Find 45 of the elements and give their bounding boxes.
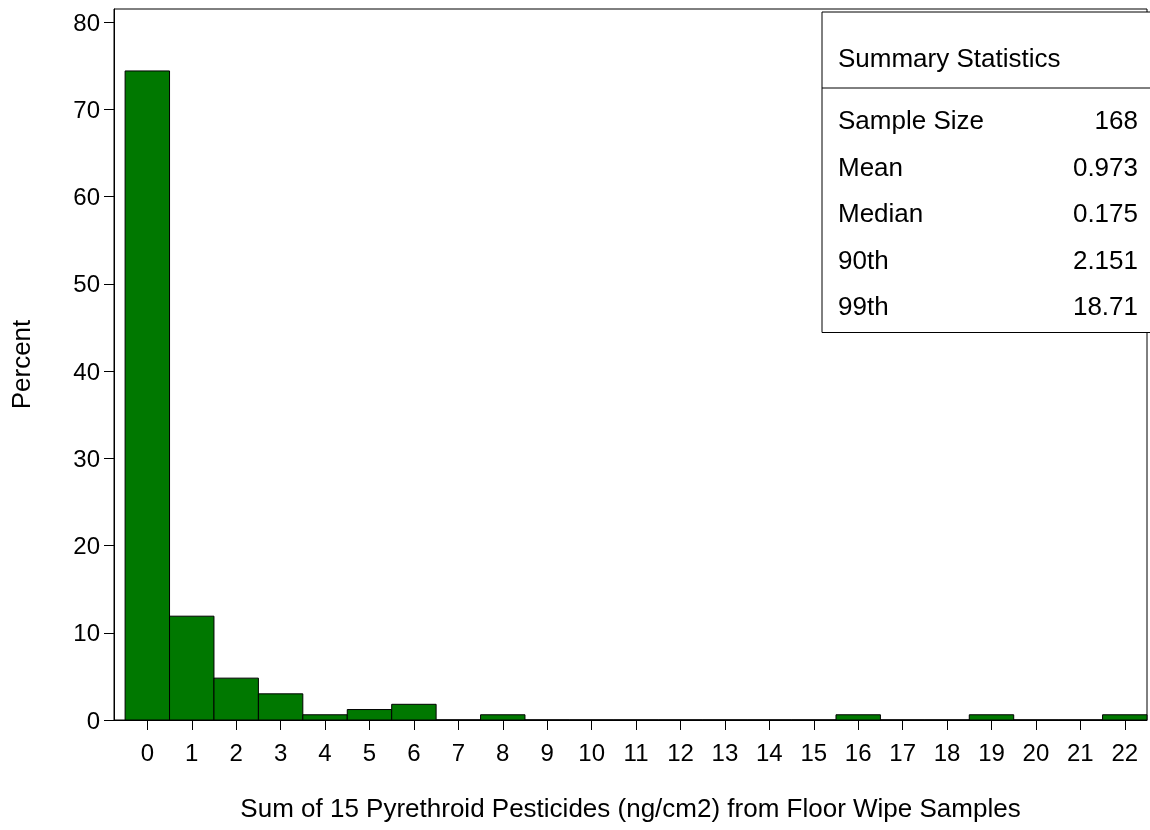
y-tick-label: 30 bbox=[73, 444, 100, 472]
annotation: 168 bbox=[1094, 105, 1138, 135]
x-tick-label: 9 bbox=[540, 738, 554, 766]
x-tick-label: 11 bbox=[623, 738, 649, 766]
y-tick-label: 20 bbox=[73, 532, 100, 560]
x-tick-label: 16 bbox=[844, 738, 872, 766]
y-tick-label: 40 bbox=[73, 357, 100, 385]
x-tick-label: 19 bbox=[978, 738, 1005, 766]
x-tick-label: 3 bbox=[273, 738, 288, 766]
x-tick-label: 18 bbox=[933, 738, 961, 766]
x-tick-label: 22 bbox=[1111, 738, 1139, 766]
x-tick-label: 5 bbox=[362, 738, 377, 766]
x-tick-label: 17 bbox=[889, 738, 916, 766]
x-tick-label: 15 bbox=[800, 738, 828, 766]
y-tick-label: 50 bbox=[73, 270, 100, 298]
annotation: 99th bbox=[838, 291, 889, 321]
y-tick-label: 70 bbox=[73, 95, 100, 123]
x-tick-label: 0 bbox=[140, 738, 154, 766]
x-tick-label: 13 bbox=[711, 738, 739, 766]
x-tick-label: 21 bbox=[1067, 738, 1094, 766]
annotation: Mean bbox=[838, 151, 904, 182]
annotation: Summary Statistics bbox=[838, 43, 1061, 73]
y-axis-title: Percent bbox=[6, 318, 36, 410]
x-tick-label: 6 bbox=[407, 738, 421, 766]
annotation: 90th bbox=[838, 244, 889, 275]
x-tick-label: 1 bbox=[185, 738, 199, 766]
annotation: 2.151 bbox=[1072, 244, 1138, 275]
x-tick-label: 12 bbox=[667, 738, 694, 766]
x-tick-label: 8 bbox=[496, 738, 510, 766]
y-tick-label: 60 bbox=[73, 183, 100, 211]
x-tick-label: 7 bbox=[451, 738, 466, 766]
x-tick-label: 2 bbox=[229, 738, 243, 766]
annotation: 0.175 bbox=[1072, 198, 1138, 228]
y-tick-label: 10 bbox=[73, 619, 100, 647]
y-tick-label: 0 bbox=[86, 706, 100, 734]
x-tick-label: 14 bbox=[755, 738, 783, 766]
annotation: 18.71 bbox=[1072, 291, 1138, 321]
x-tick-label: 4 bbox=[318, 738, 332, 766]
annotation: Sample Size bbox=[838, 105, 984, 135]
annotation: Median bbox=[838, 198, 924, 228]
y-tick-label: 80 bbox=[73, 8, 100, 36]
annotation: 0.973 bbox=[1072, 151, 1138, 182]
x-axis-title: Sum of 15 Pyrethroid Pesticides (ng/cm2) from Floor Wipe Samples bbox=[240, 793, 1021, 823]
x-tick-label: 10 bbox=[578, 738, 605, 766]
x-tick-label: 20 bbox=[1022, 738, 1050, 766]
